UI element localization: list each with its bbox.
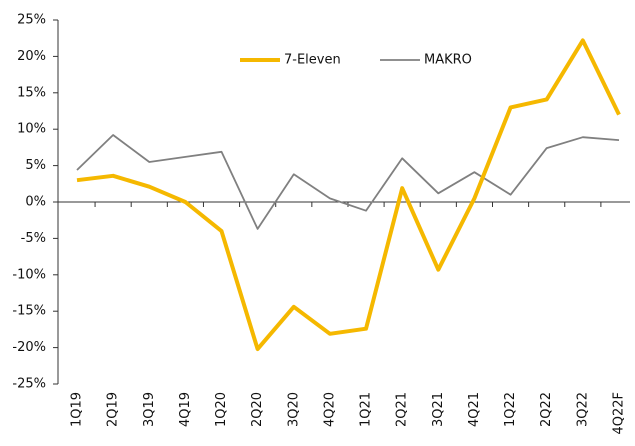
legend-label: 7-Eleven — [284, 53, 341, 68]
x-tick-label: 1Q19 — [70, 392, 85, 427]
y-tick-label: 5% — [25, 158, 46, 173]
y-tick-label: -20% — [12, 340, 46, 355]
legend-label: MAKRO — [424, 53, 472, 68]
x-tick-label: 1Q21 — [359, 392, 374, 427]
y-tick-label: 10% — [17, 122, 46, 137]
x-tick-label: 3Q22 — [575, 392, 590, 427]
y-tick-label: -5% — [21, 231, 46, 246]
y-tick-label: 25% — [17, 13, 46, 28]
x-tick-label: 3Q19 — [142, 392, 157, 427]
y-tick-label: 20% — [17, 49, 46, 64]
y-tick-label: 0% — [25, 195, 46, 210]
y-tick-label: -10% — [12, 267, 46, 282]
x-tick-label: 2Q19 — [106, 392, 121, 427]
y-tick-label: 15% — [17, 85, 46, 100]
x-tick-label: 3Q20 — [286, 392, 301, 427]
x-tick-label: 2Q20 — [250, 392, 265, 427]
x-tick-label: 2Q22 — [539, 392, 554, 427]
y-tick-label: -15% — [12, 304, 46, 319]
series-line — [76, 134, 620, 230]
series-line — [76, 38, 621, 352]
x-tick-label: 2Q21 — [395, 392, 410, 427]
x-tick-label: 4Q22F — [611, 392, 626, 435]
x-tick-label: 1Q20 — [214, 392, 229, 427]
x-tick-label: 4Q21 — [467, 392, 482, 427]
x-tick-label: 3Q21 — [431, 392, 446, 427]
x-tick-label: 1Q22 — [503, 392, 518, 427]
x-tick-label: 4Q20 — [322, 392, 337, 427]
y-tick-label: -25% — [12, 377, 46, 392]
x-tick-label: 4Q19 — [178, 392, 193, 427]
